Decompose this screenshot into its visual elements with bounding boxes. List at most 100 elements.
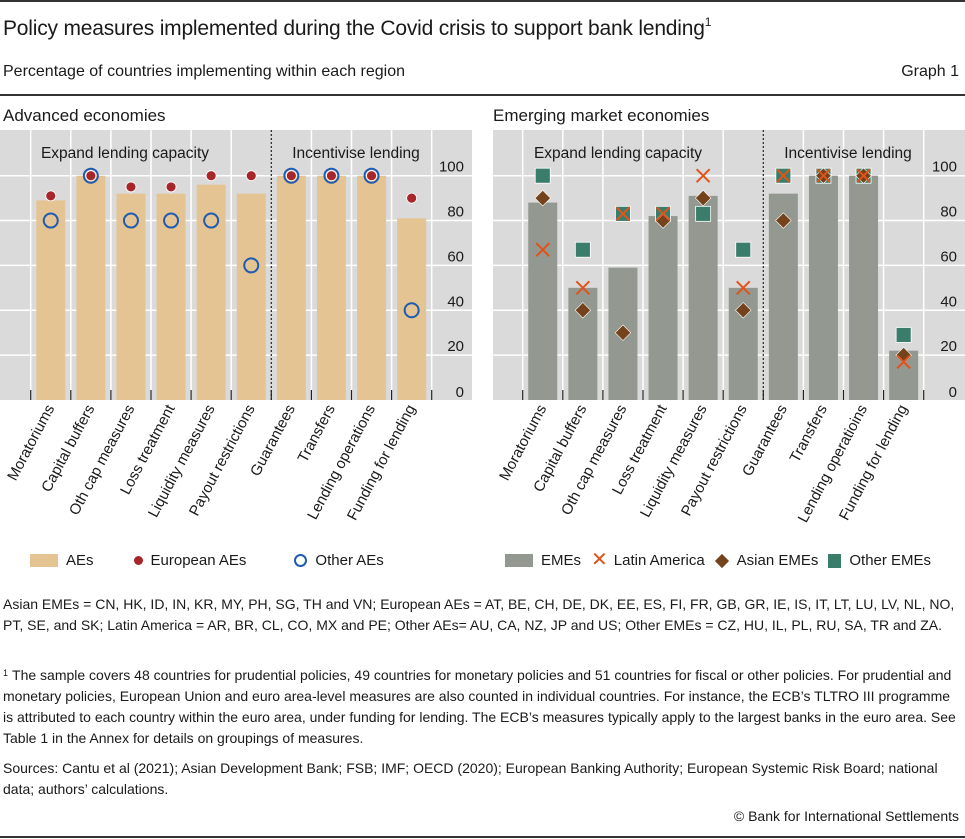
panel-title-emerging: Emerging market economies [493, 106, 710, 125]
marker-european-ae [326, 170, 337, 182]
legend-label: EMEs [541, 552, 582, 569]
bar [276, 175, 306, 400]
title-footnote-mark: 1 [704, 15, 712, 29]
marker-x-stroke [736, 280, 751, 296]
marker-european-ae [85, 170, 97, 182]
legend-item-emes: EMEs [505, 552, 581, 569]
legend-emerging: EMEs ✕ Latin America Asian EMEs Other EM… [505, 550, 941, 570]
bar [116, 193, 146, 400]
marker-latin-america [575, 280, 591, 296]
marker-x-stroke [615, 206, 631, 222]
y-tick-label: 20 [940, 338, 957, 355]
marker-asian-eme [614, 324, 632, 341]
marker-other-ae [403, 302, 420, 319]
legend-item-european-aes: European AEs [133, 552, 247, 569]
y-tick-label: 80 [447, 204, 464, 221]
legend-item-latin-america: ✕ Latin America [591, 550, 705, 570]
y-tick-label: 40 [447, 293, 464, 310]
marker-asian-eme [775, 212, 792, 229]
marker-asian-eme [735, 302, 752, 319]
legend-label: European AEs [150, 552, 247, 569]
bar [36, 200, 66, 400]
marker-european-ae [205, 170, 217, 182]
y-tick-label: 60 [447, 248, 464, 265]
y-tick-label: 40 [940, 293, 957, 310]
y-tick-label: 60 [940, 248, 957, 265]
marker-european-ae [285, 170, 297, 182]
legend-advanced: AEs European AEs Other AEs [30, 552, 394, 569]
bar [76, 175, 106, 400]
y-tick-label: 0 [949, 384, 957, 401]
marker-latin-america [776, 168, 791, 183]
footnote-mark: 1 [3, 668, 9, 678]
legend-item-aes: AEs [30, 552, 94, 569]
charts-canvas: 0 20 40 60 80 100 Expand lending capacity Incen… [0, 130, 965, 525]
y-tick-label: 100 [932, 159, 957, 176]
marker-x-stroke [856, 168, 871, 183]
marker-other-eme [695, 205, 712, 222]
marker-latin-america [695, 168, 711, 183]
y-tick-label: 80 [940, 204, 957, 221]
marker-x-stroke [655, 206, 671, 222]
bottom-rule [0, 836, 965, 838]
marker-european-ae [406, 192, 418, 204]
ring-marker-icon [294, 554, 308, 567]
marker-other-eme [574, 241, 591, 258]
marker-other-ae [122, 212, 139, 229]
chart-subtitle: Percentage of countries implementing wit… [3, 63, 406, 80]
marker-latin-america [655, 206, 671, 222]
marker-european-ae [45, 190, 57, 202]
chart-panel-0: 0 20 40 60 80 100 Expand lending capacity Incen… [0, 130, 472, 523]
bar [357, 175, 387, 400]
panel-title-advanced: Advanced economies [3, 106, 166, 125]
marker-other-ae [283, 167, 300, 184]
marker-latin-america [535, 242, 550, 257]
top-rule [0, 0, 965, 2]
legend-item-other-emes: Other EMEs [828, 552, 931, 569]
legend-label: Latin America [613, 552, 705, 569]
bar [236, 193, 266, 400]
marker-asian-eme [534, 189, 551, 207]
chart-title-text: Policy measures implemented during the C… [3, 17, 705, 40]
x-tick-label: Transfers [786, 402, 830, 465]
graph-number: Graph 1 [901, 63, 959, 80]
footnote-1: 1 The sample covers 48 countries for prud… [3, 665, 961, 749]
diamond-marker-icon [714, 553, 729, 568]
legend-label: AEs [66, 552, 94, 569]
marker-latin-america [816, 168, 831, 183]
y-tick-label: 0 [456, 384, 464, 401]
header-divider [0, 94, 965, 96]
group-label: Expand lending capacity [41, 145, 209, 162]
bar [688, 195, 718, 400]
bar [808, 175, 838, 400]
marker-other-ae [363, 167, 380, 184]
marker-x-stroke [695, 168, 711, 183]
bar [648, 216, 678, 400]
bar [196, 184, 226, 400]
bar [528, 202, 558, 400]
bar-swatch-icon [30, 554, 58, 567]
chart-panel-1: 0 20 40 60 80 100 Expand lending capacity Incen… [493, 130, 965, 525]
group-label: Incentivise lending [292, 145, 420, 162]
legend-item-asian-emes: Asian EMEs [714, 552, 818, 569]
group-label: Expand lending capacity [534, 145, 702, 162]
marker-other-ae [42, 212, 59, 229]
marker-latin-america [896, 354, 911, 370]
x-tick-label: Transfers [294, 402, 338, 465]
marker-asian-eme [694, 189, 712, 207]
group-label: Incentivise lending [784, 145, 912, 162]
marker-latin-america [856, 168, 871, 183]
marker-x-stroke [816, 168, 831, 183]
dot-marker-icon [133, 556, 143, 565]
marker-other-eme [735, 241, 752, 258]
marker-other-ae [243, 257, 260, 274]
chart-title: Policy measures implemented during the C… [3, 15, 712, 41]
bar-swatch-icon [505, 554, 533, 567]
definitions-note: Asian EMEs = CN, HK, ID, IN, KR, MY, PH,… [3, 596, 955, 633]
bar [849, 175, 879, 400]
marker-european-ae [245, 170, 257, 182]
bar [316, 175, 346, 400]
marker-european-ae [125, 181, 137, 193]
marker-x-stroke [575, 280, 591, 296]
square-marker-icon [828, 553, 842, 568]
